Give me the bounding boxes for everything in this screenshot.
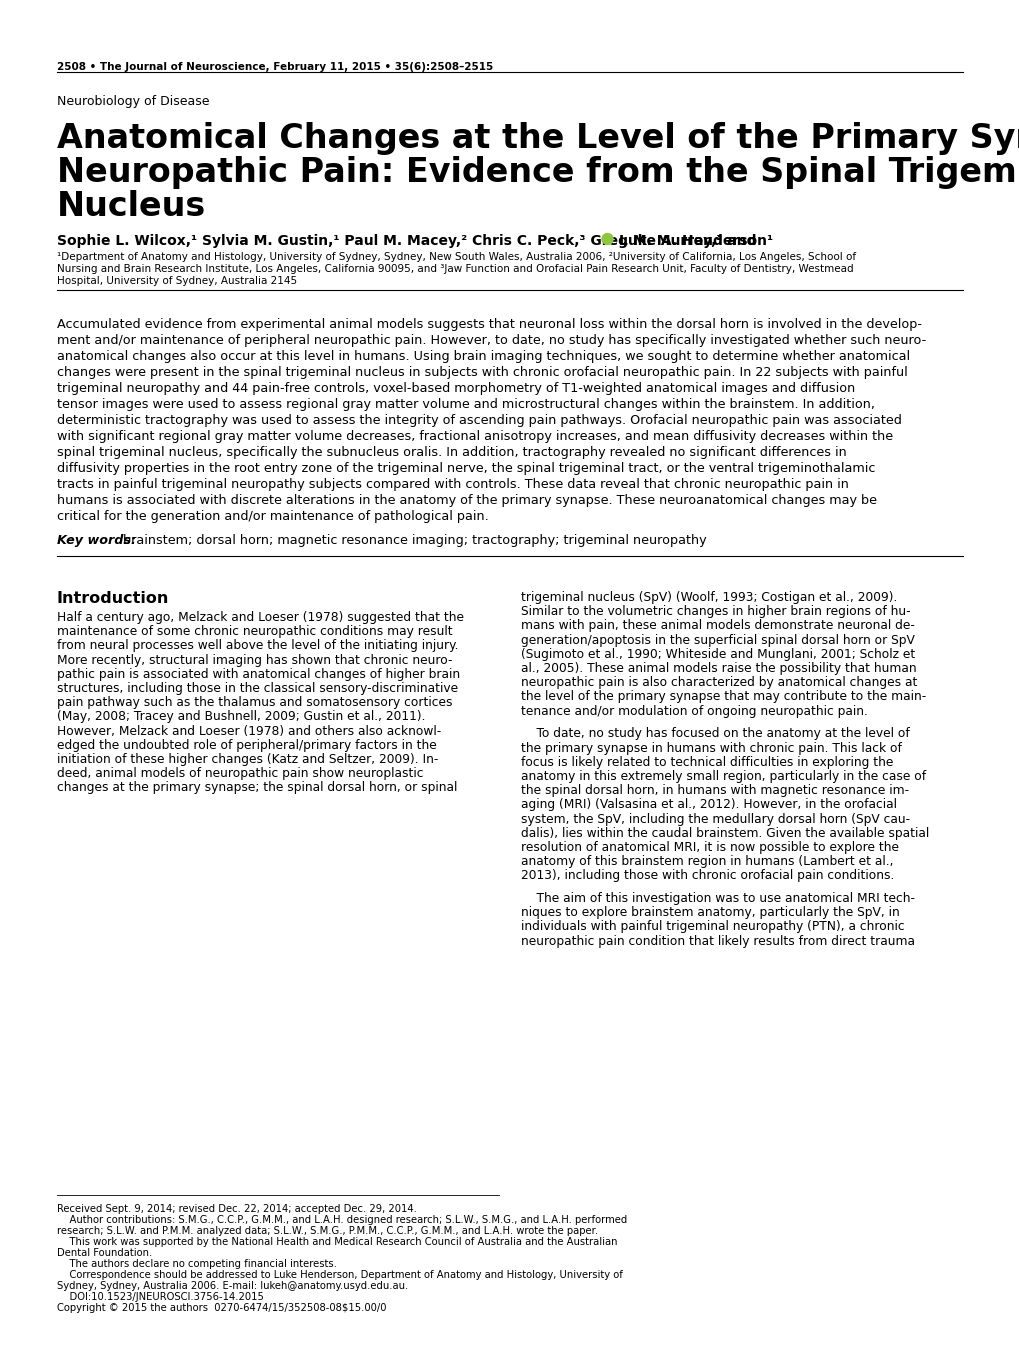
Text: the spinal dorsal horn, in humans with magnetic resonance im-: the spinal dorsal horn, in humans with m…: [521, 784, 908, 797]
Text: Luke A. Henderson¹: Luke A. Henderson¹: [618, 233, 772, 248]
Text: aging (MRI) (Valsasina et al., 2012). However, in the orofacial: aging (MRI) (Valsasina et al., 2012). Ho…: [521, 799, 896, 811]
Text: anatomy in this extremely small region, particularly in the case of: anatomy in this extremely small region, …: [521, 770, 925, 784]
Text: Neuropathic Pain: Evidence from the Spinal Trigeminal: Neuropathic Pain: Evidence from the Spin…: [57, 156, 1019, 188]
Text: (May, 2008; Tracey and Bushnell, 2009; Gustin et al., 2011).: (May, 2008; Tracey and Bushnell, 2009; G…: [57, 710, 425, 723]
Text: deed, animal models of neuropathic pain show neuroplastic: deed, animal models of neuropathic pain …: [57, 767, 423, 781]
Text: To date, no study has focused on the anatomy at the level of: To date, no study has focused on the ana…: [521, 728, 909, 740]
Text: edged the undoubted role of peripheral/primary factors in the: edged the undoubted role of peripheral/p…: [57, 738, 436, 752]
Text: The aim of this investigation was to use anatomical MRI tech-: The aim of this investigation was to use…: [521, 893, 914, 905]
Text: al., 2005). These animal models raise the possibility that human: al., 2005). These animal models raise th…: [521, 662, 916, 676]
Text: maintenance of some chronic neuropathic conditions may result: maintenance of some chronic neuropathic …: [57, 625, 452, 639]
Text: The authors declare no competing financial interests.: The authors declare no competing financi…: [57, 1259, 336, 1269]
Text: Introduction: Introduction: [57, 591, 169, 606]
Text: anatomical changes also occur at this level in humans. Using brain imaging techn: anatomical changes also occur at this le…: [57, 349, 909, 363]
Text: spinal trigeminal nucleus, specifically the subnucleus oralis. In addition, trac: spinal trigeminal nucleus, specifically …: [57, 446, 846, 459]
Text: Neurobiology of Disease: Neurobiology of Disease: [57, 96, 209, 108]
Text: tenance and/or modulation of ongoing neuropathic pain.: tenance and/or modulation of ongoing neu…: [521, 704, 867, 718]
Text: with significant regional gray matter volume decreases, fractional anisotropy in: with significant regional gray matter vo…: [57, 430, 893, 444]
Text: focus is likely related to technical difficulties in exploring the: focus is likely related to technical dif…: [521, 756, 893, 768]
Text: Nursing and Brain Research Institute, Los Angeles, California 90095, and ³Jaw Fu: Nursing and Brain Research Institute, Lo…: [57, 263, 853, 274]
Text: Correspondence should be addressed to Luke Henderson, Department of Anatomy and : Correspondence should be addressed to Lu…: [57, 1269, 623, 1280]
Text: niques to explore brainstem anatomy, particularly the SpV, in: niques to explore brainstem anatomy, par…: [521, 906, 899, 919]
Text: Dental Foundation.: Dental Foundation.: [57, 1248, 152, 1259]
Text: Sophie L. Wilcox,¹ Sylvia M. Gustin,¹ Paul M. Macey,² Chris C. Peck,³ Greg M. Mu: Sophie L. Wilcox,¹ Sylvia M. Gustin,¹ Pa…: [57, 233, 760, 248]
Text: 2508 • The Journal of Neuroscience, February 11, 2015 • 35(6):2508–2515: 2508 • The Journal of Neuroscience, Febr…: [57, 61, 493, 72]
Text: trigeminal neuropathy and 44 pain-free controls, voxel-based morphometry of T1-w: trigeminal neuropathy and 44 pain-free c…: [57, 382, 854, 394]
Text: pathic pain is associated with anatomical changes of higher brain: pathic pain is associated with anatomica…: [57, 667, 460, 681]
Text: Anatomical Changes at the Level of the Primary Synapse in: Anatomical Changes at the Level of the P…: [57, 121, 1019, 156]
Text: research; S.L.W. and P.M.M. analyzed data; S.L.W., S.M.G., P.M.M., C.C.P., G.M.M: research; S.L.W. and P.M.M. analyzed dat…: [57, 1226, 597, 1235]
Text: More recently, structural imaging has shown that chronic neuro-: More recently, structural imaging has sh…: [57, 654, 452, 666]
Text: critical for the generation and/or maintenance of pathological pain.: critical for the generation and/or maint…: [57, 511, 488, 523]
Text: humans is associated with discrete alterations in the anatomy of the primary syn: humans is associated with discrete alter…: [57, 494, 876, 506]
Text: initiation of these higher changes (Katz and Seltzer, 2009). In-: initiation of these higher changes (Katz…: [57, 753, 438, 766]
Text: Key words:: Key words:: [57, 534, 141, 547]
Text: ment and/or maintenance of peripheral neuropathic pain. However, to date, no stu: ment and/or maintenance of peripheral ne…: [57, 334, 925, 347]
Text: Nucleus: Nucleus: [57, 190, 206, 222]
Text: individuals with painful trigeminal neuropathy (PTN), a chronic: individuals with painful trigeminal neur…: [521, 920, 904, 934]
Text: tracts in painful trigeminal neuropathy subjects compared with controls. These d: tracts in painful trigeminal neuropathy …: [57, 478, 848, 491]
Text: Received Sept. 9, 2014; revised Dec. 22, 2014; accepted Dec. 29, 2014.: Received Sept. 9, 2014; revised Dec. 22,…: [57, 1204, 417, 1213]
Text: tensor images were used to assess regional gray matter volume and microstructura: tensor images were used to assess region…: [57, 399, 874, 411]
Text: Copyright © 2015 the authors  0270-6474/15/352508-08$15.00/0: Copyright © 2015 the authors 0270-6474/1…: [57, 1304, 386, 1313]
Text: Accumulated evidence from experimental animal models suggests that neuronal loss: Accumulated evidence from experimental a…: [57, 318, 921, 330]
Text: structures, including those in the classical sensory-discriminative: structures, including those in the class…: [57, 682, 458, 695]
Text: ¹Department of Anatomy and Histology, University of Sydney, Sydney, New South Wa: ¹Department of Anatomy and Histology, Un…: [57, 253, 855, 262]
Text: This work was supported by the National Health and Medical Research Council of A: This work was supported by the National …: [57, 1237, 616, 1248]
Text: the primary synapse in humans with chronic pain. This lack of: the primary synapse in humans with chron…: [521, 741, 901, 755]
Text: Half a century ago, Melzack and Loeser (1978) suggested that the: Half a century ago, Melzack and Loeser (…: [57, 612, 464, 624]
Text: brainstem; dorsal horn; magnetic resonance imaging; tractography; trigeminal neu: brainstem; dorsal horn; magnetic resonan…: [119, 534, 706, 547]
Text: changes were present in the spinal trigeminal nucleus in subjects with chronic o: changes were present in the spinal trige…: [57, 366, 907, 379]
Text: pain pathway such as the thalamus and somatosensory cortices: pain pathway such as the thalamus and so…: [57, 696, 452, 710]
Text: diffusivity properties in the root entry zone of the trigeminal nerve, the spina: diffusivity properties in the root entry…: [57, 461, 874, 475]
Text: DOI:10.1523/JNEUROSCI.3756-14.2015: DOI:10.1523/JNEUROSCI.3756-14.2015: [57, 1293, 264, 1302]
Text: deterministic tractography was used to assess the integrity of ascending pain pa: deterministic tractography was used to a…: [57, 414, 901, 427]
Text: generation/apoptosis in the superficial spinal dorsal horn or SpV: generation/apoptosis in the superficial …: [521, 633, 914, 647]
Text: However, Melzack and Loeser (1978) and others also acknowl-: However, Melzack and Loeser (1978) and o…: [57, 725, 441, 737]
Text: 2013), including those with chronic orofacial pain conditions.: 2013), including those with chronic orof…: [521, 870, 894, 882]
Text: trigeminal nucleus (SpV) (Woolf, 1993; Costigan et al., 2009).: trigeminal nucleus (SpV) (Woolf, 1993; C…: [521, 591, 897, 603]
Text: system, the SpV, including the medullary dorsal horn (SpV cau-: system, the SpV, including the medullary…: [521, 812, 909, 826]
Text: Similar to the volumetric changes in higher brain regions of hu-: Similar to the volumetric changes in hig…: [521, 605, 910, 618]
Text: changes at the primary synapse; the spinal dorsal horn, or spinal: changes at the primary synapse; the spin…: [57, 781, 457, 794]
Text: anatomy of this brainstem region in humans (Lambert et al.,: anatomy of this brainstem region in huma…: [521, 854, 893, 868]
Text: (Sugimoto et al., 1990; Whiteside and Munglani, 2001; Scholz et: (Sugimoto et al., 1990; Whiteside and Mu…: [521, 648, 914, 661]
Text: neuropathic pain condition that likely results from direct trauma: neuropathic pain condition that likely r…: [521, 935, 914, 947]
Circle shape: [601, 233, 612, 244]
Text: dalis), lies within the caudal brainstem. Given the available spatial: dalis), lies within the caudal brainstem…: [521, 827, 928, 839]
Text: mans with pain, these animal models demonstrate neuronal de-: mans with pain, these animal models demo…: [521, 620, 914, 632]
Text: Hospital, University of Sydney, Australia 2145: Hospital, University of Sydney, Australi…: [57, 276, 297, 287]
Text: neuropathic pain is also characterized by anatomical changes at: neuropathic pain is also characterized b…: [521, 676, 916, 689]
Text: resolution of anatomical MRI, it is now possible to explore the: resolution of anatomical MRI, it is now …: [521, 841, 898, 854]
Text: from neural processes well above the level of the initiating injury.: from neural processes well above the lev…: [57, 639, 459, 652]
Text: the level of the primary synapse that may contribute to the main-: the level of the primary synapse that ma…: [521, 691, 925, 703]
Text: Sydney, Sydney, Australia 2006. E-mail: lukeh@anatomy.usyd.edu.au.: Sydney, Sydney, Australia 2006. E-mail: …: [57, 1280, 408, 1291]
Text: Author contributions: S.M.G., C.C.P., G.M.M., and L.A.H. designed research; S.L.: Author contributions: S.M.G., C.C.P., G.…: [57, 1215, 627, 1224]
